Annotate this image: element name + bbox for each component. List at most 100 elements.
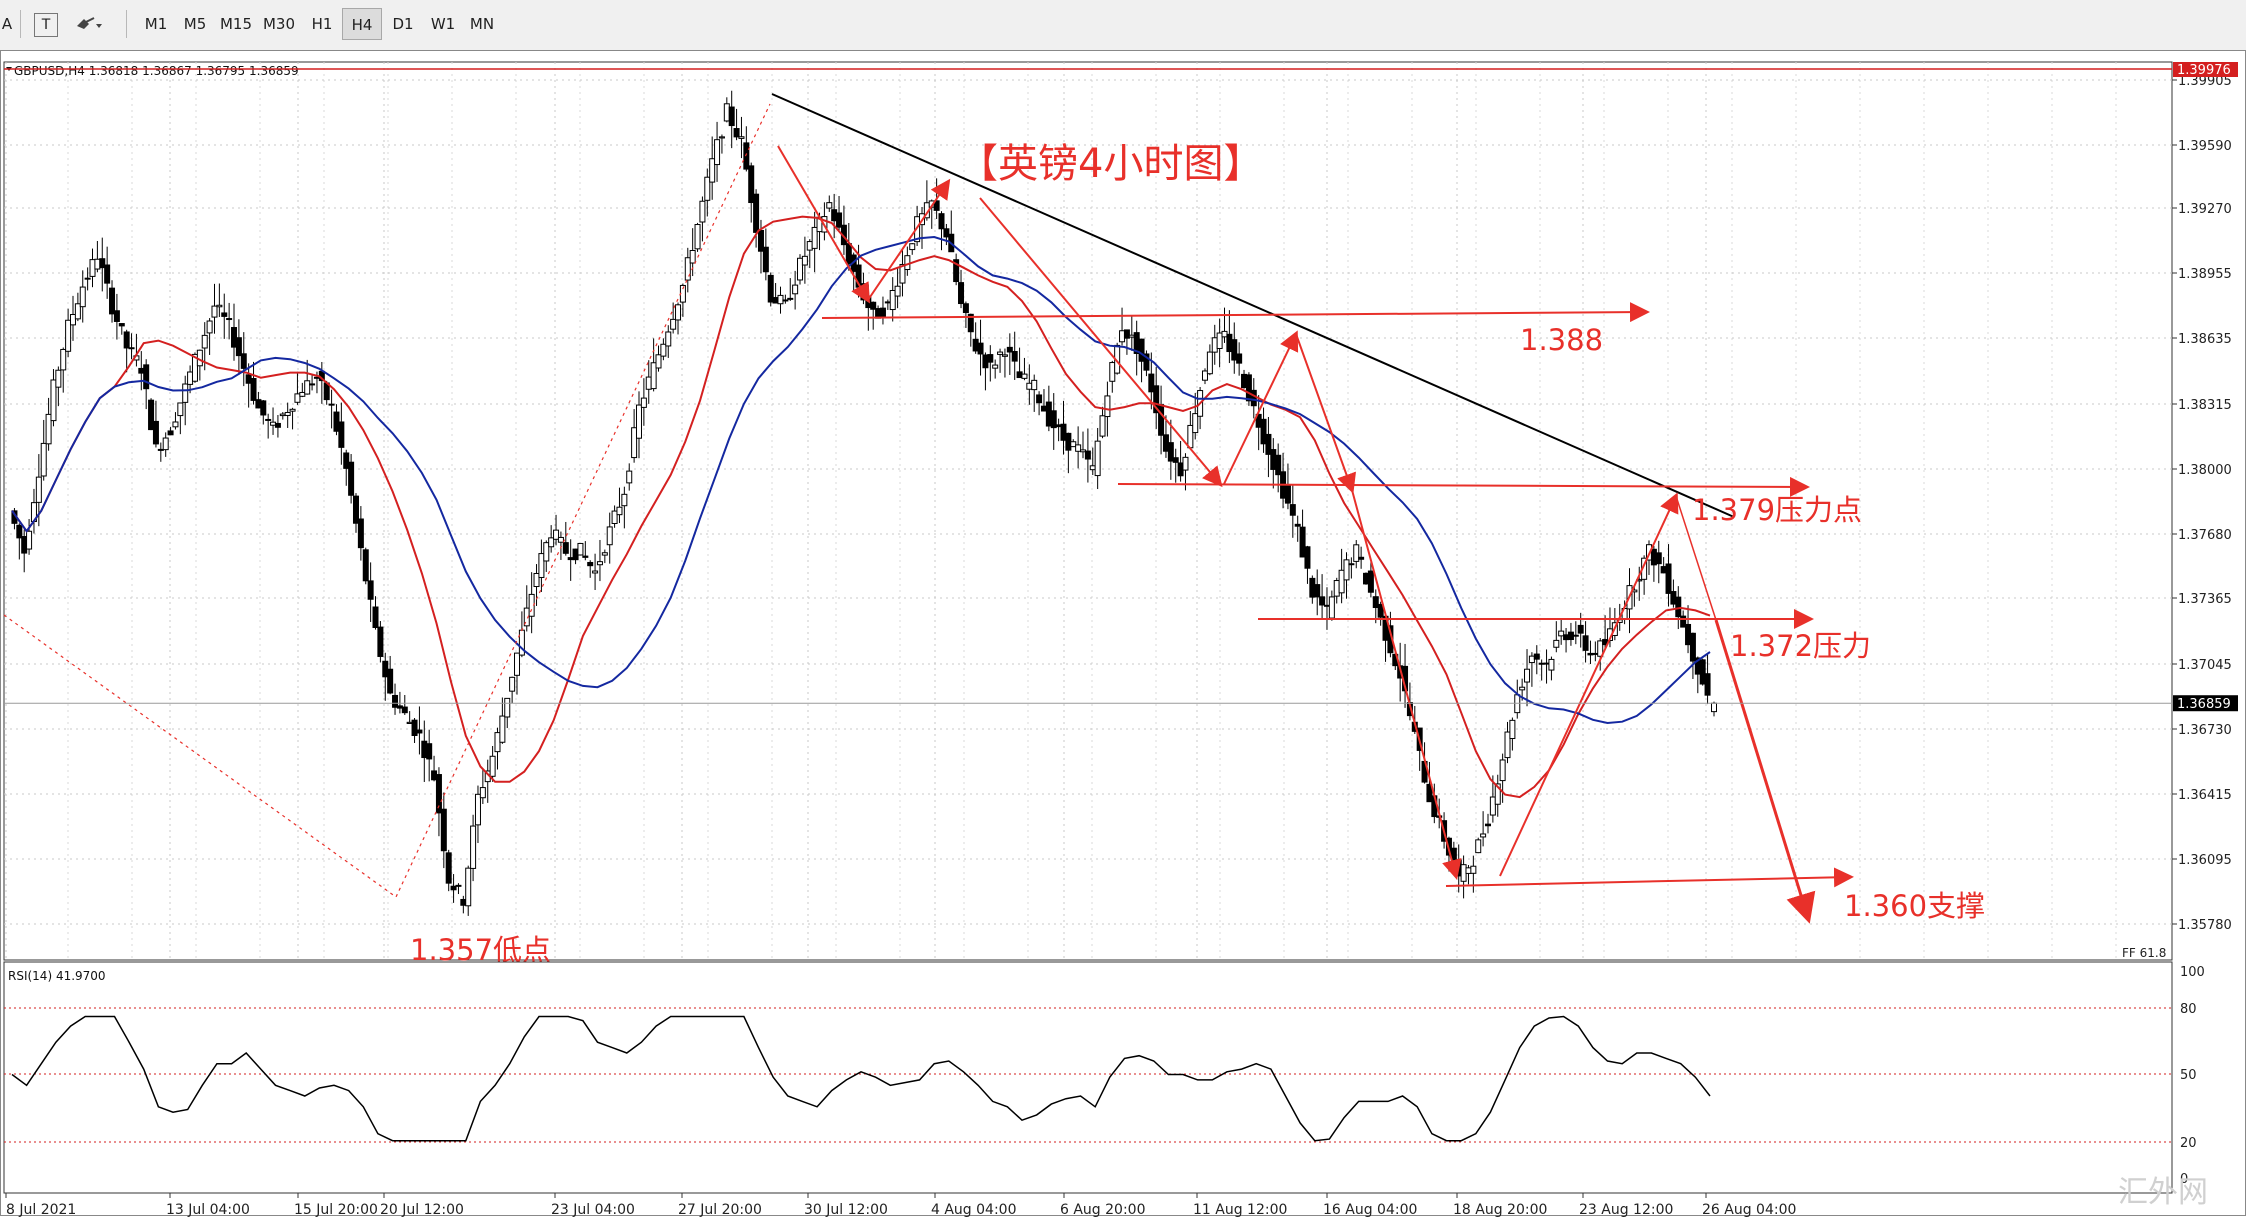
candle-body (514, 652, 521, 676)
candle-body (396, 705, 403, 709)
candle-body (1270, 449, 1277, 470)
candle-body (1675, 596, 1682, 618)
x-tick-label: 11 Aug 12:00 (1193, 1202, 1287, 1217)
candle-body (1099, 415, 1106, 437)
candle-body (240, 353, 247, 369)
candle-body (279, 413, 286, 417)
candle-body (670, 318, 677, 330)
candle-body (1226, 333, 1233, 353)
chart-frame (0, 50, 2246, 1216)
candle-body (943, 228, 950, 238)
candle-body (416, 729, 423, 734)
text-tool-a[interactable]: A (1, 15, 13, 33)
candle-body (753, 193, 760, 233)
timeframe-h4[interactable]: H4 (342, 8, 382, 40)
candle-body (1567, 631, 1574, 640)
candle-body (372, 606, 379, 629)
timeframe-h1[interactable]: H1 (311, 15, 333, 33)
candle-body (1153, 385, 1160, 414)
candle-body (504, 697, 511, 718)
candle-body (1241, 373, 1248, 389)
candle-body (831, 209, 838, 222)
candle-body (772, 297, 779, 304)
timeframe-d1[interactable]: D1 (392, 15, 414, 33)
y-tick-label: 1.35780 (2178, 918, 2232, 933)
chart-area[interactable]: 1.39905 1.39590 1.39270 1.38955 1.38635 1.383… (0, 50, 2246, 1217)
candle-body (1065, 432, 1072, 451)
candle-body (387, 668, 394, 694)
candle-body (440, 808, 447, 852)
candle-body (138, 367, 145, 374)
timeframe-m30[interactable]: M30 (262, 15, 296, 33)
candle-body (226, 318, 233, 321)
x-tick-label: 15 Jul 20:00 (294, 1202, 378, 1217)
arrows-tool-icon[interactable] (72, 8, 106, 40)
candle-body (1075, 444, 1082, 452)
y-tick-label: 1.39270 (2178, 202, 2232, 217)
candle-body (1128, 334, 1135, 338)
timeframe-m1[interactable]: M1 (144, 15, 168, 33)
candle-body (450, 885, 457, 891)
candle-body (509, 676, 516, 692)
candle-body (689, 249, 696, 264)
timeframe-m15[interactable]: M15 (219, 15, 253, 33)
candle-body (294, 393, 301, 403)
candle-body (787, 297, 794, 300)
wave-arrow-6 (1351, 489, 1462, 880)
candle-body (352, 495, 359, 524)
candle-body (1031, 379, 1038, 391)
candle-body (1319, 596, 1326, 606)
text-label-tool[interactable]: T (34, 13, 58, 37)
timeframe-m5[interactable]: M5 (183, 15, 207, 33)
timeframe-w1[interactable]: W1 (430, 15, 456, 33)
candle-body (1480, 833, 1487, 838)
candle-body (1711, 702, 1717, 713)
candle-body (567, 557, 574, 561)
candle-body (1040, 405, 1047, 412)
candle-body (1519, 686, 1526, 691)
candle-body (592, 570, 599, 574)
candle-body (982, 354, 989, 369)
candle-body (382, 660, 389, 678)
candle-body (231, 327, 238, 348)
wave-arrow-4 (1223, 330, 1299, 485)
annotation-1372: 1.372压力 (1730, 629, 1871, 663)
y-tick-label: 1.36415 (2178, 788, 2232, 803)
candle-body (1328, 596, 1335, 619)
candle-body (74, 303, 81, 320)
candle-body (967, 313, 974, 333)
timeframe-mn[interactable]: MN (469, 15, 495, 33)
candle-body (938, 213, 945, 230)
candle-body (826, 202, 833, 209)
candle-body (1538, 662, 1545, 665)
annotation-1388: 1.388 (1520, 323, 1603, 357)
candle-body (1494, 783, 1501, 805)
candle-body (343, 452, 350, 469)
y-tick-label: 1.37365 (2178, 592, 2232, 607)
candle-body (1367, 570, 1374, 593)
candle-body (206, 320, 213, 334)
chart-title-annotation: 【英镑4小时图】 (958, 141, 1263, 187)
candle-body (21, 536, 28, 554)
rsi-pane-border (3, 961, 2173, 1194)
candle-body (274, 422, 281, 428)
ma-red-line (11, 215, 1711, 799)
candle-body (1143, 353, 1150, 371)
candle-body (1680, 615, 1687, 628)
candle-body (1231, 339, 1238, 361)
candle-body (738, 136, 745, 139)
candle-body (1704, 673, 1711, 696)
candle-body (1509, 719, 1516, 740)
candle-body (1206, 351, 1213, 375)
candle-body (1172, 457, 1179, 463)
candle-body (606, 526, 613, 546)
candle-body (631, 427, 638, 459)
candle-body (60, 348, 67, 371)
candle-body (655, 354, 662, 369)
candle-body (1372, 596, 1379, 609)
candle-body (1460, 864, 1467, 882)
candle-body (157, 448, 164, 451)
candle-body (728, 106, 735, 127)
candle-body (694, 224, 701, 250)
toolbar-separator (20, 10, 21, 38)
